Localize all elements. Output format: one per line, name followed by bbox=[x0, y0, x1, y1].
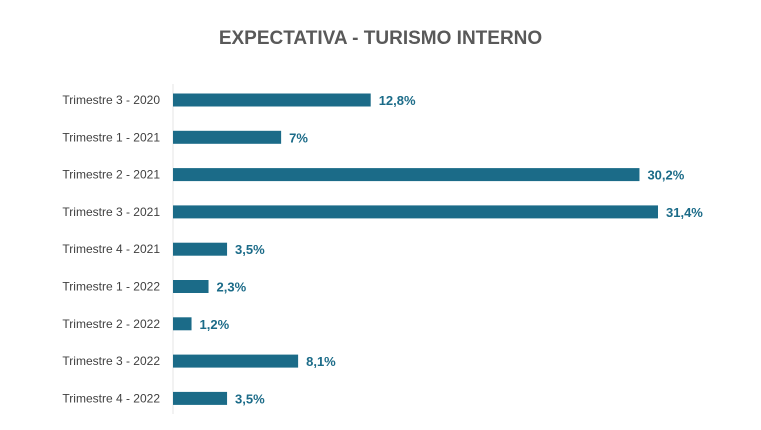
category-label: Trimestre 1 - 2021 bbox=[62, 130, 160, 144]
bar bbox=[173, 354, 299, 368]
data-label: 3,5% bbox=[235, 391, 265, 406]
data-label: 2,3% bbox=[217, 280, 247, 295]
bar bbox=[173, 168, 640, 182]
bar bbox=[173, 391, 228, 405]
category-label: Trimestre 3 - 2022 bbox=[62, 354, 160, 368]
bar bbox=[173, 280, 209, 293]
category-label: Trimestre 3 - 2020 bbox=[62, 93, 160, 107]
category-label: Trimestre 3 - 2021 bbox=[62, 205, 160, 219]
data-label: 31,4% bbox=[666, 205, 703, 220]
bar bbox=[173, 242, 228, 256]
bar bbox=[173, 205, 658, 219]
category-label: Trimestre 2 - 2021 bbox=[62, 168, 160, 182]
data-label: 7% bbox=[289, 130, 308, 145]
data-label: 8,1% bbox=[306, 354, 336, 369]
data-label: 30,2% bbox=[647, 168, 684, 183]
data-label: 3,5% bbox=[235, 242, 265, 257]
chart-title: EXPECTATIVA - TURISMO INTERNO bbox=[218, 28, 543, 49]
bar bbox=[173, 317, 192, 331]
category-label: Trimestre 4 - 2022 bbox=[62, 391, 160, 405]
bar bbox=[173, 93, 371, 107]
bar bbox=[173, 130, 282, 144]
data-label: 12,8% bbox=[379, 93, 416, 108]
data-label: 1,2% bbox=[200, 317, 230, 332]
category-label: Trimestre 4 - 2021 bbox=[62, 242, 160, 256]
category-label: Trimestre 1 - 2022 bbox=[62, 280, 160, 294]
category-label: Trimestre 2 - 2022 bbox=[62, 317, 160, 331]
